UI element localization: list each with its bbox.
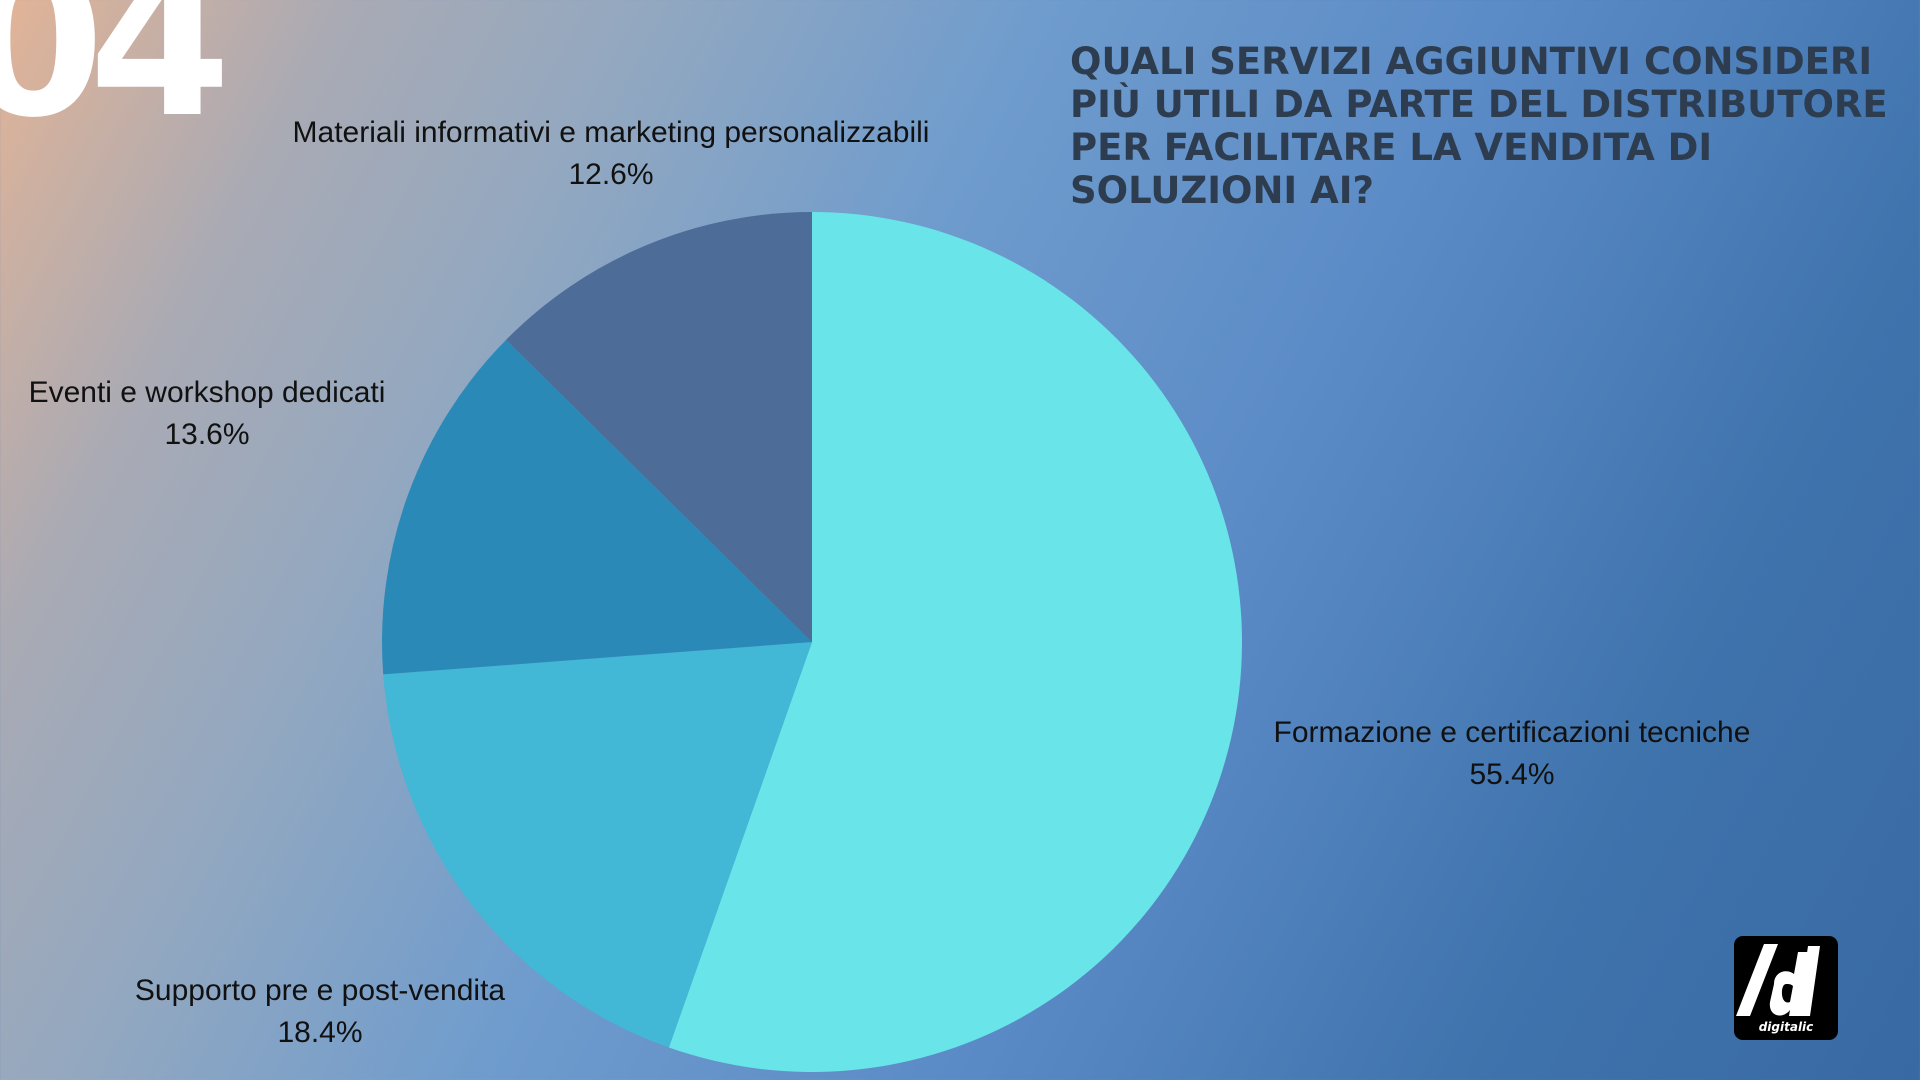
chart-title: QUALI SERVIZI AGGIUNTIVI CONSIDERI PIÙ U… [1070, 40, 1888, 212]
logo-mark-icon [1736, 944, 1820, 1016]
pie-slice-3 [381, 339, 812, 675]
digitalic-logo: digitalic [1734, 936, 1838, 1040]
pie-slices [381, 212, 1242, 1072]
pie-slice-4 [506, 212, 812, 642]
slice-value-4: 12.6% [568, 158, 653, 191]
slice-value-2: 18.4% [277, 1016, 362, 1049]
slice-label-3: Eventi e workshop dedicati [29, 376, 386, 409]
slice-label-2: Supporto pre e post-vendita [135, 974, 506, 1007]
pie-slice-1 [668, 212, 1242, 1072]
pie-labels: Formazione e certificazioni tecniche 55.4… [29, 116, 1751, 1049]
slice-value-3: 13.6% [164, 418, 249, 451]
page-number: 04 [0, 0, 231, 163]
slice-value-1: 55.4% [1469, 758, 1554, 791]
slice-label-4: Materiali informativi e marketing person… [293, 116, 930, 149]
slice-label-1: Formazione e certificazioni tecniche [1274, 716, 1751, 749]
logo-text: digitalic [1758, 1020, 1814, 1034]
pie-slice-2 [383, 642, 812, 1048]
